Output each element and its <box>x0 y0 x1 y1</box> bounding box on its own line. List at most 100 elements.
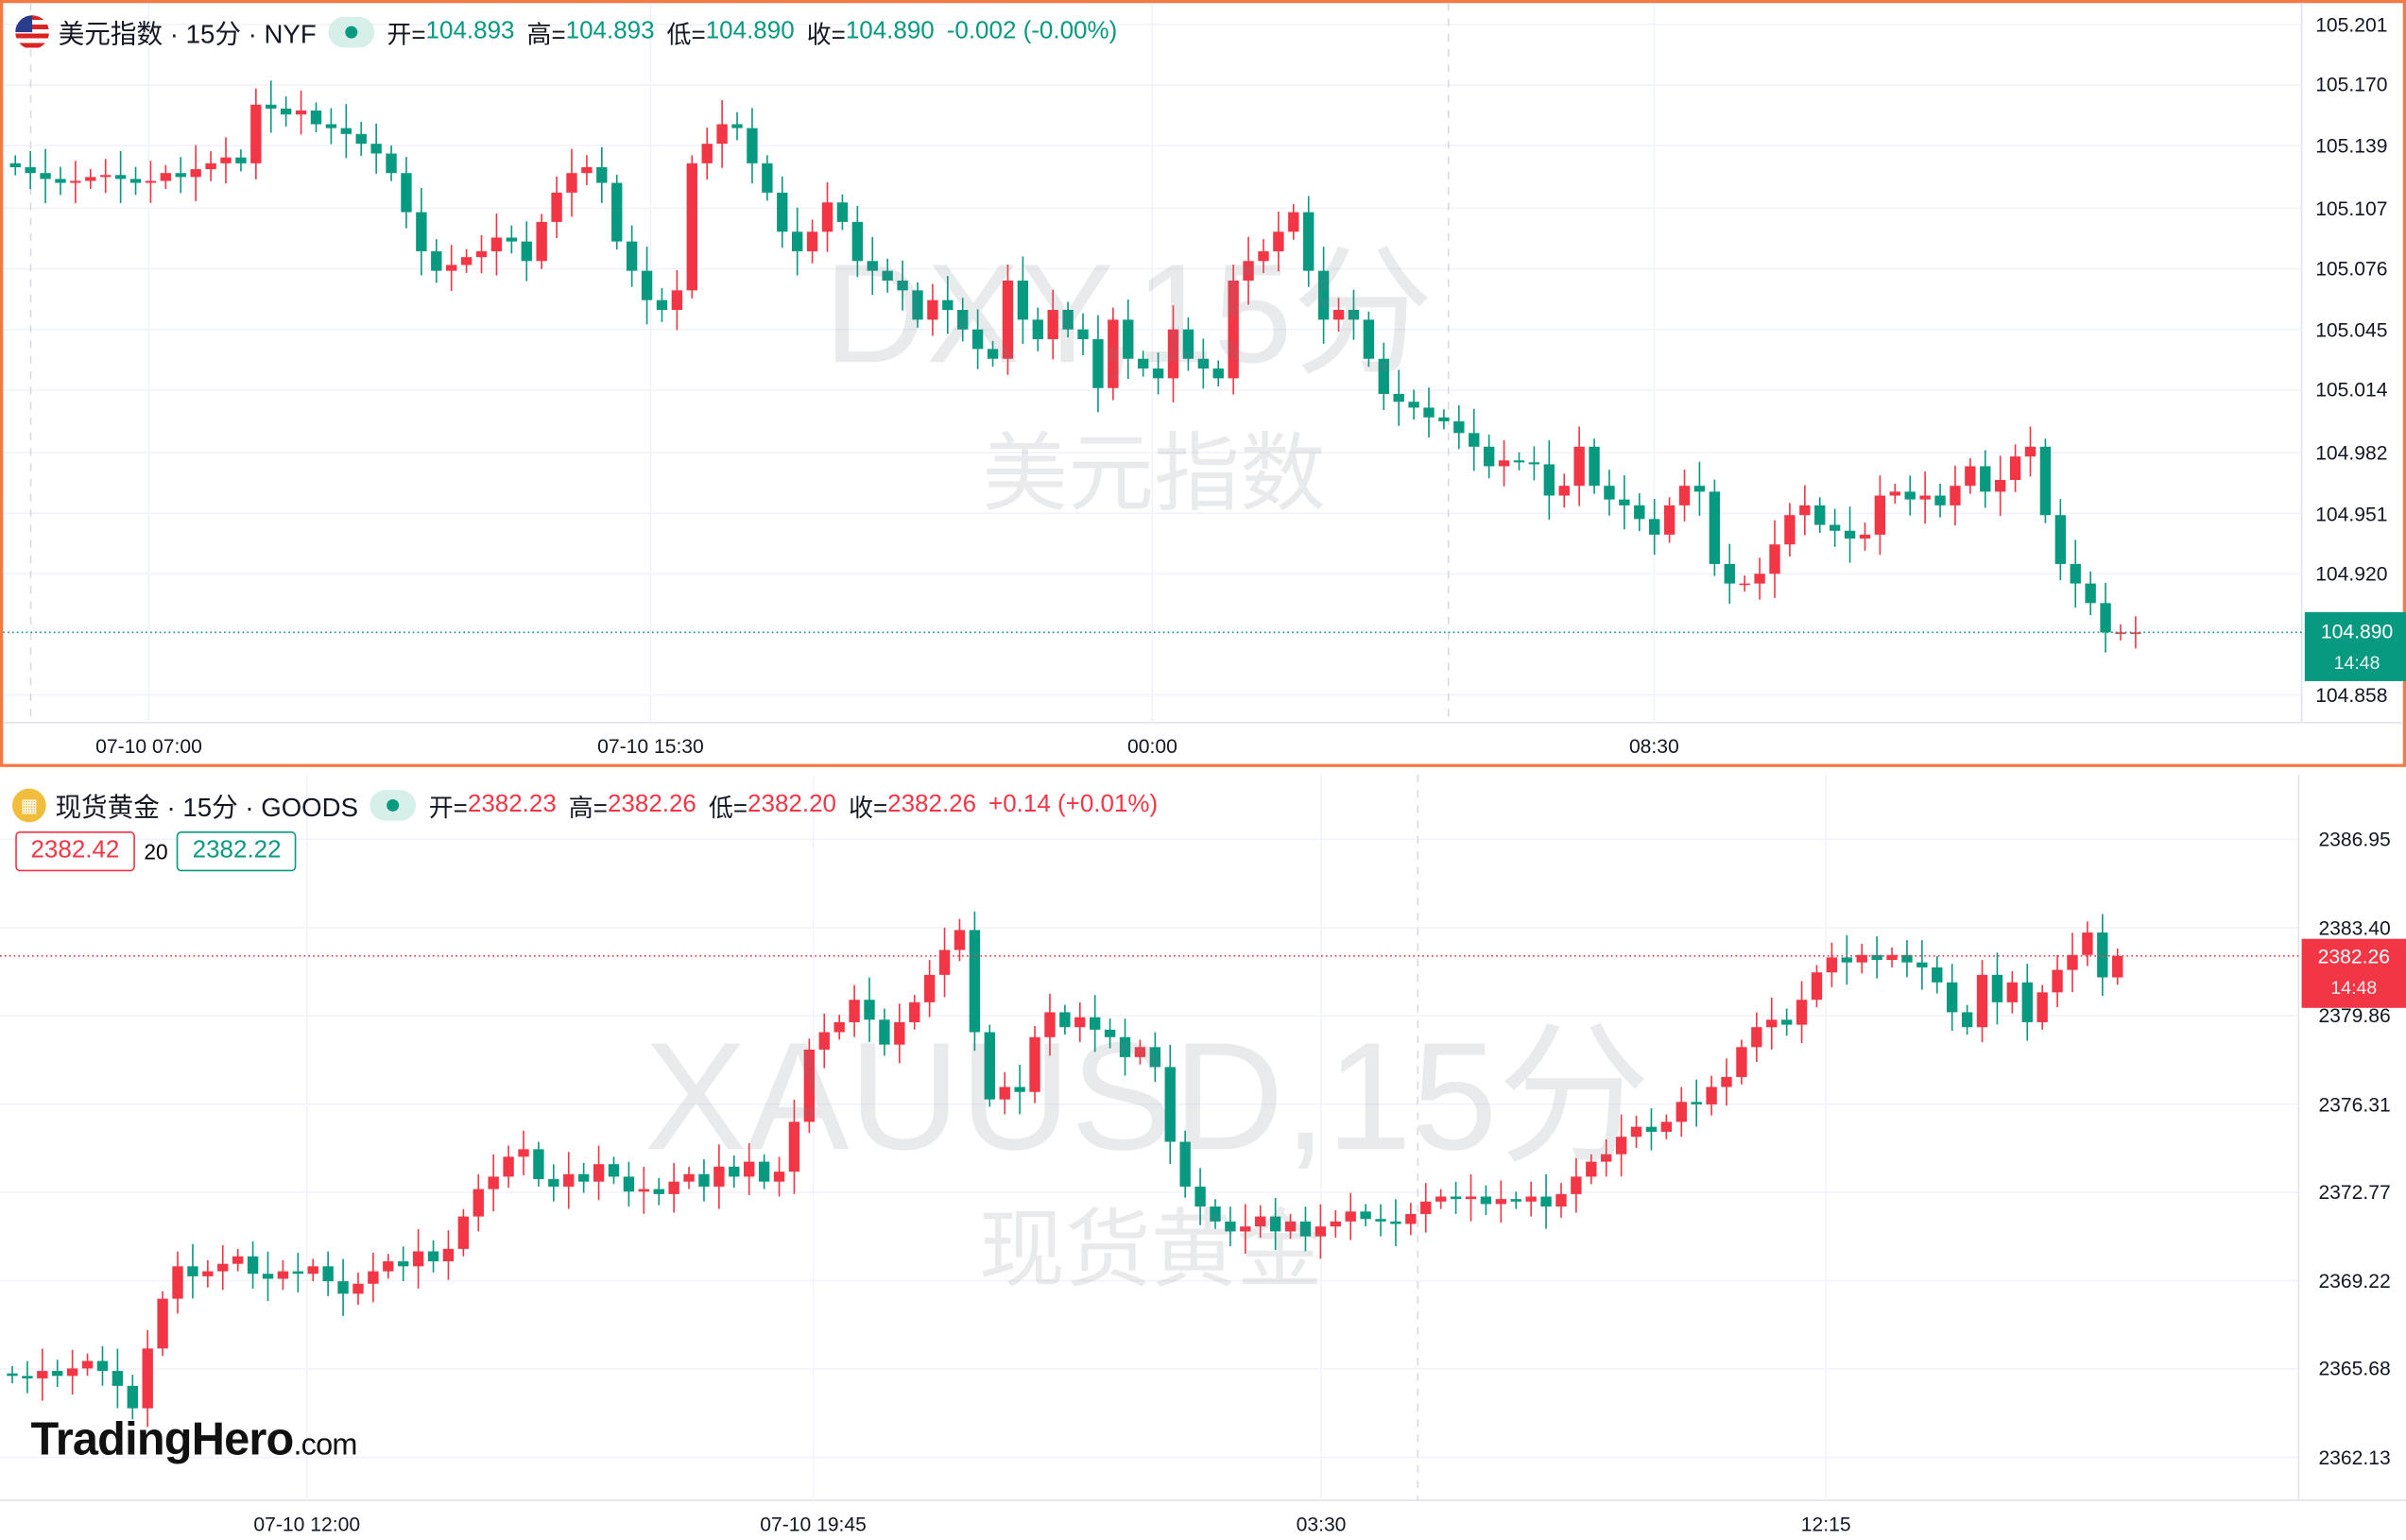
candle-body <box>971 329 984 350</box>
candle-body <box>386 153 397 174</box>
dxy-candles[interactable] <box>3 3 2403 763</box>
sell-button[interactable]: 2382.42 <box>15 831 135 872</box>
low-value: 104.890 <box>705 17 795 44</box>
candle-body <box>1240 1226 1251 1232</box>
market-status-icon[interactable] <box>328 16 375 47</box>
candle-body <box>1062 310 1074 330</box>
low-label: 低= <box>708 795 748 822</box>
candle-body <box>142 1348 153 1409</box>
candle-body <box>1980 466 1991 492</box>
candle-body <box>533 1149 544 1180</box>
candle-body <box>551 192 562 222</box>
candle-body <box>460 257 473 265</box>
candle-body <box>250 104 262 163</box>
candle-body <box>1513 460 1525 463</box>
gold-candles[interactable] <box>0 774 2406 1540</box>
candle-body <box>563 1173 575 1187</box>
candle-body <box>566 173 577 193</box>
candle-body <box>1919 495 1931 500</box>
candle-body <box>762 163 773 193</box>
candle-body <box>1194 1186 1206 1207</box>
candle-body <box>1243 261 1254 281</box>
candle-body <box>9 163 21 167</box>
candle-body <box>1104 1029 1116 1037</box>
candle-body <box>2052 969 2063 993</box>
candle-body <box>1950 486 1961 505</box>
candle-body <box>1961 1012 1973 1028</box>
candle-body <box>851 221 864 262</box>
candle-body <box>656 299 668 311</box>
candle-body <box>277 1271 289 1279</box>
candle-body <box>1573 446 1585 487</box>
candle-body <box>1408 402 1419 408</box>
candle-body <box>984 1032 995 1100</box>
candle-body <box>683 1173 695 1182</box>
price-tick-label: 104.951 <box>2315 501 2388 525</box>
candle-body <box>157 1298 168 1349</box>
candle-body <box>1090 1017 1101 1030</box>
candle-body <box>25 166 36 174</box>
candle-body <box>1709 491 1721 564</box>
candle-body <box>1273 231 1284 251</box>
candle-body <box>40 173 51 180</box>
price-tick-label: 2365.68 <box>2318 1357 2391 1381</box>
candle-body <box>1375 1219 1386 1222</box>
current-price-tag: 2382.26 14:48 <box>2301 938 2406 1008</box>
open-value: 2382.23 <box>467 791 557 817</box>
close-label: 收= <box>806 22 846 49</box>
buy-button[interactable]: 2382.22 <box>177 831 297 872</box>
candle-body <box>1345 1211 1356 1222</box>
change-value: +0.14 (+0.01%) <box>988 791 1159 817</box>
candle-body <box>1119 1036 1131 1057</box>
candle-body <box>1619 499 1630 505</box>
us-flag-icon <box>15 14 49 49</box>
candle-body <box>1889 491 1900 496</box>
candle-body <box>1796 1000 1808 1025</box>
candle-body <box>1766 1019 1778 1028</box>
price-tick-label: 2362.13 <box>2318 1446 2391 1469</box>
candle-body <box>1739 583 1750 586</box>
candle-body <box>942 299 954 311</box>
logo-suffix: .com <box>293 1428 357 1463</box>
candle-body <box>1811 972 1823 1001</box>
candle-body <box>1814 505 1826 525</box>
symbol-title[interactable]: 美元指数 · 15分 · NYF <box>58 20 317 49</box>
candle-body <box>2009 456 2021 480</box>
candle-body <box>352 1283 364 1294</box>
candle-body <box>416 212 427 251</box>
candle-body <box>1751 1027 1762 1048</box>
price-tick-label: 105.076 <box>2315 257 2388 281</box>
candle-body <box>1754 573 1765 584</box>
candle-body <box>1829 524 1841 531</box>
candle-body <box>536 221 547 262</box>
candle-body <box>1480 1196 1492 1205</box>
candle-body <box>1002 280 1014 359</box>
candle-body <box>1660 1121 1673 1132</box>
candle-body <box>398 1261 409 1267</box>
candle-body <box>641 270 653 300</box>
candle-body <box>1288 212 1299 232</box>
candle-body <box>1390 1221 1401 1224</box>
candle-body <box>190 169 201 178</box>
market-status-icon[interactable] <box>370 789 417 820</box>
candle-body <box>623 1176 635 1192</box>
high-value: 104.893 <box>565 17 655 44</box>
symbol-title[interactable]: 现货黄金 · 15分 · GOODS <box>55 793 359 823</box>
candle-body <box>698 1173 710 1187</box>
candle-body <box>383 1261 394 1272</box>
candle-body <box>747 128 758 163</box>
candle-body <box>701 144 713 163</box>
candle-body <box>1678 486 1691 505</box>
candle-body <box>1348 310 1360 320</box>
candle-body <box>2067 954 2078 970</box>
candle-body <box>427 1251 439 1262</box>
price-tick-label: 104.858 <box>2315 683 2388 707</box>
candle-body <box>473 1189 484 1217</box>
candle-body <box>1465 1196 1477 1200</box>
gold-chart-pane[interactable]: ▦ 现货黄金 · 15分 · GOODS 开= 2382.23 高= 2382.26… <box>0 774 2406 1535</box>
time-tick-label: 07-10 19:45 <box>760 1512 867 1536</box>
dxy-chart-pane[interactable]: 美元指数 · 15分 · NYF 开= 104.893 高= 104.893 低= 1… <box>0 0 2406 767</box>
price-tick-label: 2372.77 <box>2318 1180 2391 1205</box>
candle-body <box>1378 358 1389 394</box>
candle-body <box>1856 954 1867 963</box>
